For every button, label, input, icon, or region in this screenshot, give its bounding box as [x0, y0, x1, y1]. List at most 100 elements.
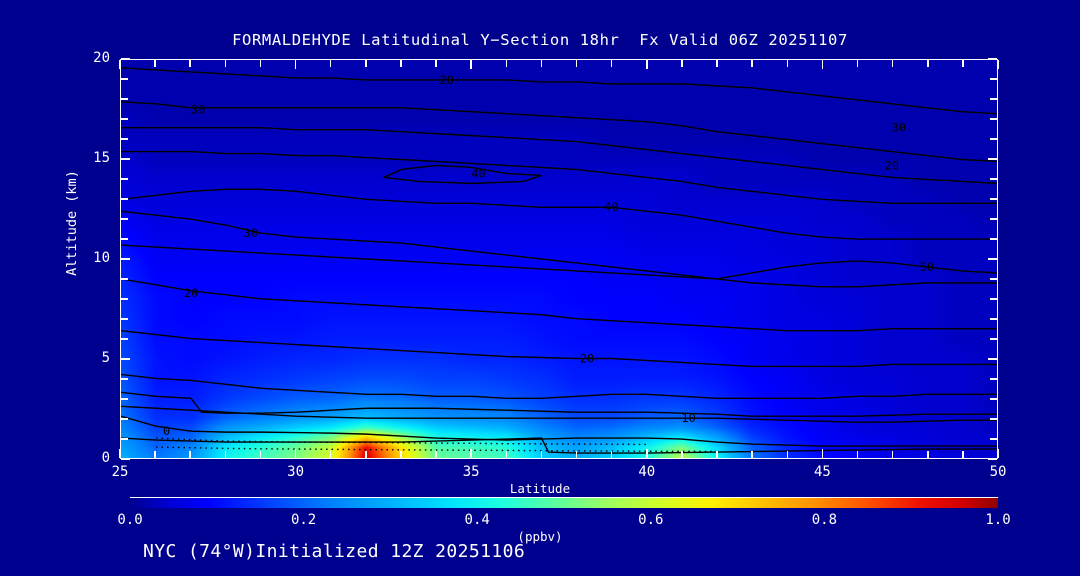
- y-axis-tick: [990, 238, 997, 240]
- y-axis-tick: [121, 318, 128, 320]
- x-axis-tick: [646, 449, 648, 458]
- y-axis-tick: [121, 278, 128, 280]
- formaldehyde-heatmap-canvas: [121, 60, 997, 458]
- y-axis-title: Altitude (km): [64, 170, 80, 276]
- y-axis-tick: [121, 238, 128, 240]
- y-axis-tick: [121, 218, 128, 220]
- x-axis-title: Latitude: [509, 481, 571, 496]
- y-axis-tick: [121, 438, 128, 440]
- x-axis-tick: [505, 60, 508, 67]
- x-axis-tick: [329, 451, 332, 458]
- y-axis-tick: [990, 278, 997, 280]
- y-axis-tick: [990, 98, 997, 100]
- x-axis-tick: [154, 60, 156, 67]
- colorbar-gradient: [130, 497, 998, 508]
- y-axis-tick: [121, 198, 128, 200]
- y-axis-tick: [990, 118, 997, 120]
- x-axis-tick: [154, 451, 156, 458]
- x-axis-tick-label: 45: [813, 464, 831, 480]
- x-axis-tick: [927, 60, 929, 67]
- y-axis-tick: [990, 398, 997, 400]
- x-axis-tick: [119, 449, 121, 458]
- x-axis-tick: [224, 451, 227, 458]
- y-axis-tick: [121, 298, 128, 300]
- y-axis-tick: [121, 118, 128, 120]
- x-axis-tick: [294, 60, 297, 69]
- y-axis-tick-label: 5: [101, 350, 110, 366]
- y-axis-tick: [988, 258, 997, 260]
- y-axis-tick: [121, 338, 128, 340]
- x-axis-tick: [751, 60, 753, 67]
- y-axis-tick: [990, 78, 997, 80]
- x-axis-tick: [119, 60, 121, 69]
- colorbar-tick-label: 0.4: [464, 512, 490, 528]
- x-axis-tick: [856, 451, 859, 458]
- y-axis-tick: [121, 398, 128, 400]
- x-axis-tick: [716, 451, 718, 458]
- x-axis-tick: [891, 60, 894, 67]
- x-axis-tick-label: 35: [462, 464, 480, 480]
- x-axis-tick: [400, 451, 402, 458]
- x-axis-tick: [681, 451, 683, 458]
- y-axis-tick: [121, 258, 130, 260]
- x-axis-tick: [505, 451, 508, 458]
- colorbar-tick-label: 1.0: [985, 512, 1011, 528]
- x-axis-tick: [470, 60, 472, 69]
- x-axis-tick: [365, 451, 367, 458]
- x-axis-tick: [575, 60, 578, 67]
- y-axis-tick: [121, 158, 130, 160]
- y-axis-tick: [990, 198, 997, 200]
- colorbar-units: (ppbv): [517, 529, 563, 544]
- x-axis-tick-label: 50: [989, 464, 1007, 480]
- y-axis-tick: [121, 98, 128, 100]
- y-axis-tick: [988, 458, 997, 460]
- y-axis-tick: [121, 178, 128, 180]
- x-axis-tick: [821, 60, 824, 69]
- y-axis-tick: [988, 58, 997, 60]
- colorbar-tick-label: 0.0: [117, 512, 143, 528]
- y-axis-tick-label: 10: [93, 250, 110, 266]
- y-axis-tick: [990, 318, 997, 320]
- y-axis-tick: [990, 438, 997, 440]
- y-axis-tick: [990, 178, 997, 180]
- y-axis-tick: [990, 338, 997, 340]
- x-axis-tick: [259, 451, 262, 458]
- x-axis-tick: [189, 60, 191, 67]
- page-title: FORMALDEHYDE Latitudinal Y−Section 18hr …: [232, 31, 848, 49]
- x-axis-tick-label: 30: [287, 464, 305, 480]
- x-axis-tick: [786, 60, 789, 67]
- x-axis-tick: [891, 451, 894, 458]
- x-axis-tick: [856, 60, 859, 67]
- y-axis-tick: [990, 218, 997, 220]
- x-axis-tick: [470, 449, 472, 458]
- x-axis-tick: [997, 449, 999, 458]
- y-axis-tick: [121, 378, 128, 380]
- x-axis-tick: [962, 451, 964, 458]
- x-axis-tick: [681, 60, 683, 67]
- colorbar[interactable]: [130, 497, 998, 508]
- y-axis-tick: [121, 418, 128, 420]
- y-axis-tick-label: 15: [93, 150, 110, 166]
- x-axis-tick: [962, 60, 964, 67]
- x-axis-tick: [997, 60, 999, 69]
- y-axis-tick: [121, 358, 130, 360]
- x-axis-tick: [646, 60, 648, 69]
- x-axis-tick: [329, 60, 332, 67]
- footer-caption: NYC (74°W)Initialized 12Z 20251106: [143, 541, 526, 562]
- x-axis-tick: [540, 451, 543, 458]
- x-axis-tick: [189, 451, 191, 458]
- x-axis-tick: [540, 60, 543, 67]
- x-axis-tick: [224, 60, 227, 67]
- y-axis-tick: [990, 138, 997, 140]
- x-axis-tick: [716, 60, 718, 67]
- y-axis-tick: [990, 418, 997, 420]
- x-axis-tick: [294, 449, 297, 458]
- y-axis-tick: [121, 138, 128, 140]
- plot-area[interactable]: 0 10 20 20 30 40 40 20 30 30 20 50: [120, 59, 998, 459]
- x-axis-tick: [259, 60, 262, 67]
- y-axis-tick: [988, 158, 997, 160]
- x-axis-tick: [610, 451, 613, 458]
- y-axis-tick-label: 20: [93, 50, 110, 66]
- x-axis-tick-label: 25: [111, 464, 129, 480]
